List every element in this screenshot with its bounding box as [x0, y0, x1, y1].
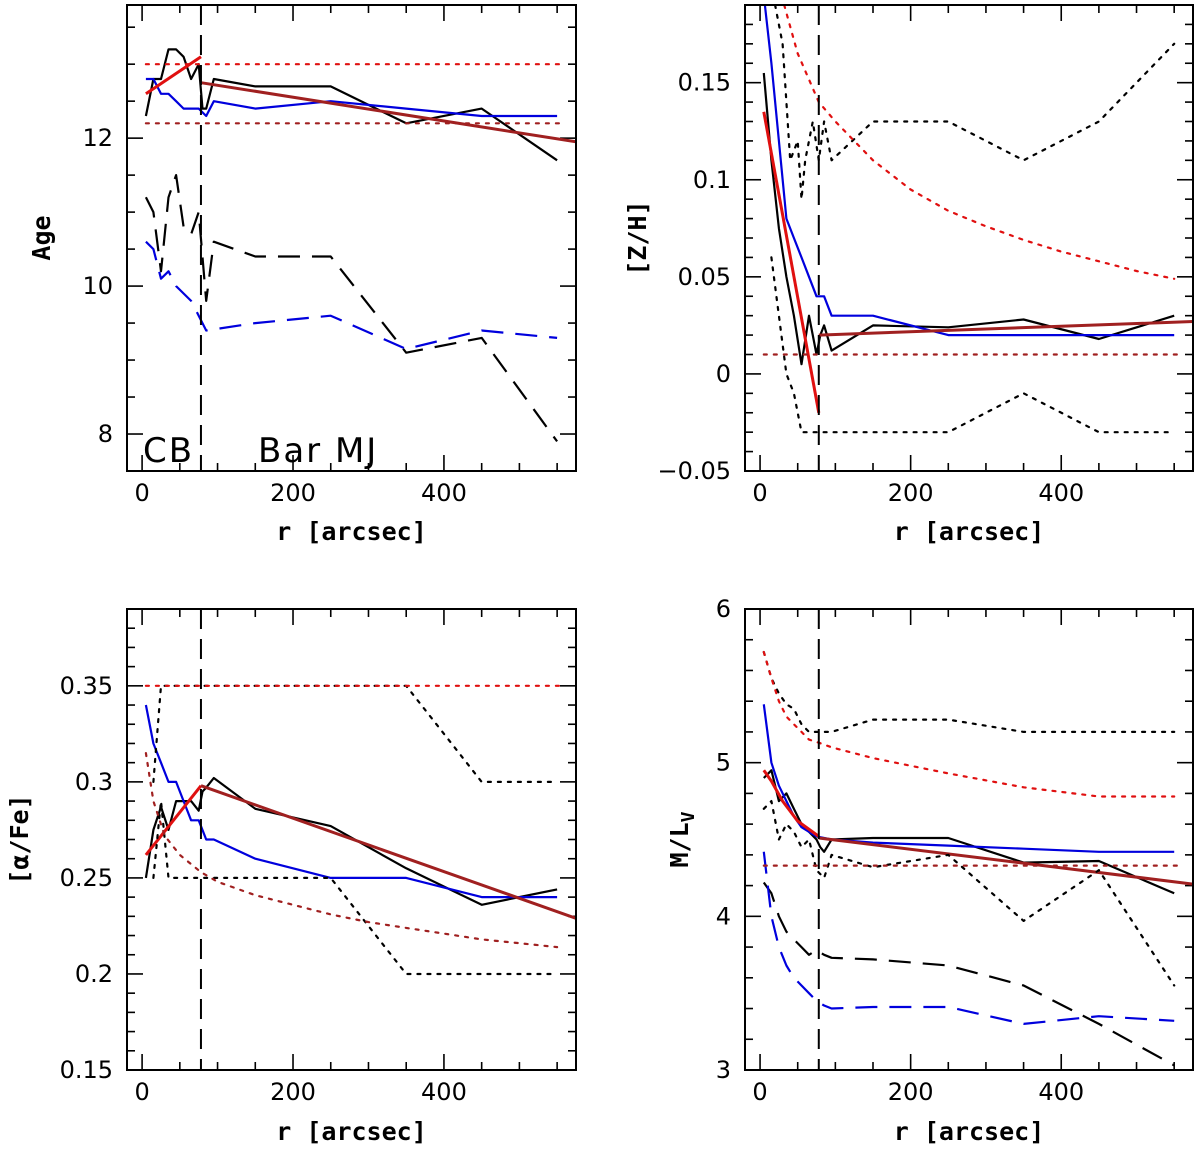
- y-tick-label: −0.05: [657, 457, 731, 485]
- x-tick-label: 0: [134, 479, 149, 507]
- series-line-blue-dashed: [145, 240, 558, 351]
- series-line-black-solid: [763, 769, 1175, 895]
- plot-frame: [744, 608, 1194, 1071]
- series-line-black-dotted-lower: [770, 256, 1176, 434]
- y-tick-label: 3: [716, 1056, 731, 1084]
- series-line-blue-solid: [144, 704, 558, 899]
- y-tick-label: 12: [82, 124, 113, 152]
- x-tick-label: 0: [134, 1078, 149, 1106]
- y-axis-label: [α/Fe]: [5, 794, 34, 884]
- plot-frame: [126, 4, 577, 472]
- x-tick-label: 400: [421, 1078, 467, 1106]
- y-tick-label: 10: [82, 272, 113, 300]
- series-line-red-solid-fit: [762, 111, 821, 414]
- x-tick-label: 400: [1038, 1078, 1084, 1106]
- x-axis-label: r [arcsec]: [894, 1117, 1045, 1146]
- series-line-brown-solid-fit: [200, 784, 576, 920]
- panel-age: 0 200 400 8 10 12 r [arcsec] Age CB Bar MJ: [27, 4, 577, 546]
- series-line-black-dotted-upper: [762, 650, 1176, 734]
- y-tick-label: 0.3: [75, 768, 113, 796]
- annotation-text: Bar MJ: [258, 431, 378, 471]
- y-tick-label: 8: [98, 420, 113, 448]
- x-axis-label: r [arcsec]: [276, 517, 427, 546]
- series-line-blue-solid: [763, 5, 1175, 337]
- plot-frame: [126, 608, 577, 1071]
- series-line-blue-dashed: [762, 851, 1175, 1026]
- x-tick-label: 0: [752, 1078, 767, 1106]
- y-tick-label: 0.15: [60, 1056, 113, 1084]
- y-tick-label: 6: [716, 595, 731, 623]
- x-tick-label: 400: [1038, 479, 1084, 507]
- series-line-red-solid-fit: [144, 784, 203, 856]
- series-group: [762, 650, 1193, 1067]
- panel-mass-to-light: 0 200 400 3 4 5 6 r [arcsec] M/LV: [665, 595, 1194, 1146]
- y-tick-label: 0: [716, 360, 731, 388]
- ticks: [745, 4, 1193, 472]
- y-tick-label: 0.1: [693, 166, 731, 194]
- x-tick-label: 200: [888, 479, 934, 507]
- series-group: [144, 48, 576, 443]
- series-line-black-dashed: [762, 881, 1175, 1067]
- y-axis-label: Age: [27, 215, 56, 260]
- series-line-brown-solid-fit: [818, 836, 1193, 886]
- x-tick-label: 0: [752, 479, 767, 507]
- x-tick-label: 200: [270, 479, 316, 507]
- plot-frame: [744, 4, 1194, 472]
- x-tick-label: 400: [421, 479, 467, 507]
- series-line-blue-solid: [145, 77, 558, 118]
- series-line-brown-solid-fit: [200, 81, 576, 144]
- y-tick-label: 0.05: [678, 263, 731, 291]
- annotation-text: CB: [143, 431, 194, 471]
- series-line-red-solid-fit: [145, 55, 202, 96]
- y-axis-label: [Z/H]: [623, 200, 652, 275]
- panel-metallicity: 0 200 400 −0.05 0 0.05 0.1 0.15 r [arcsec] [Z/H]: [623, 4, 1194, 546]
- series-line-brown-dotted: [144, 751, 559, 949]
- series-line-brown-solid-fit: [818, 320, 1193, 337]
- y-tick-label: 0.25: [60, 864, 113, 892]
- series-line-red-solid-fit: [762, 769, 820, 838]
- y-tick-label: 0.15: [678, 69, 731, 97]
- y-axis-label: M/LV: [665, 811, 699, 867]
- y-tick-label: 0.35: [60, 672, 113, 700]
- x-axis-label: r [arcsec]: [276, 1117, 427, 1146]
- panel-alpha-fe: 0 200 400 0.15 0.2 0.25 0.3 0.35 r [arcsec] [α/Fe…: [5, 608, 577, 1146]
- x-tick-label: 200: [270, 1078, 316, 1106]
- y-tick-label: 5: [716, 749, 731, 777]
- ticks: [127, 5, 576, 472]
- x-axis-label: r [arcsec]: [894, 517, 1045, 546]
- y-tick-label: 4: [716, 902, 731, 930]
- y-tick-label: 0.2: [75, 960, 113, 988]
- x-tick-label: 200: [888, 1078, 934, 1106]
